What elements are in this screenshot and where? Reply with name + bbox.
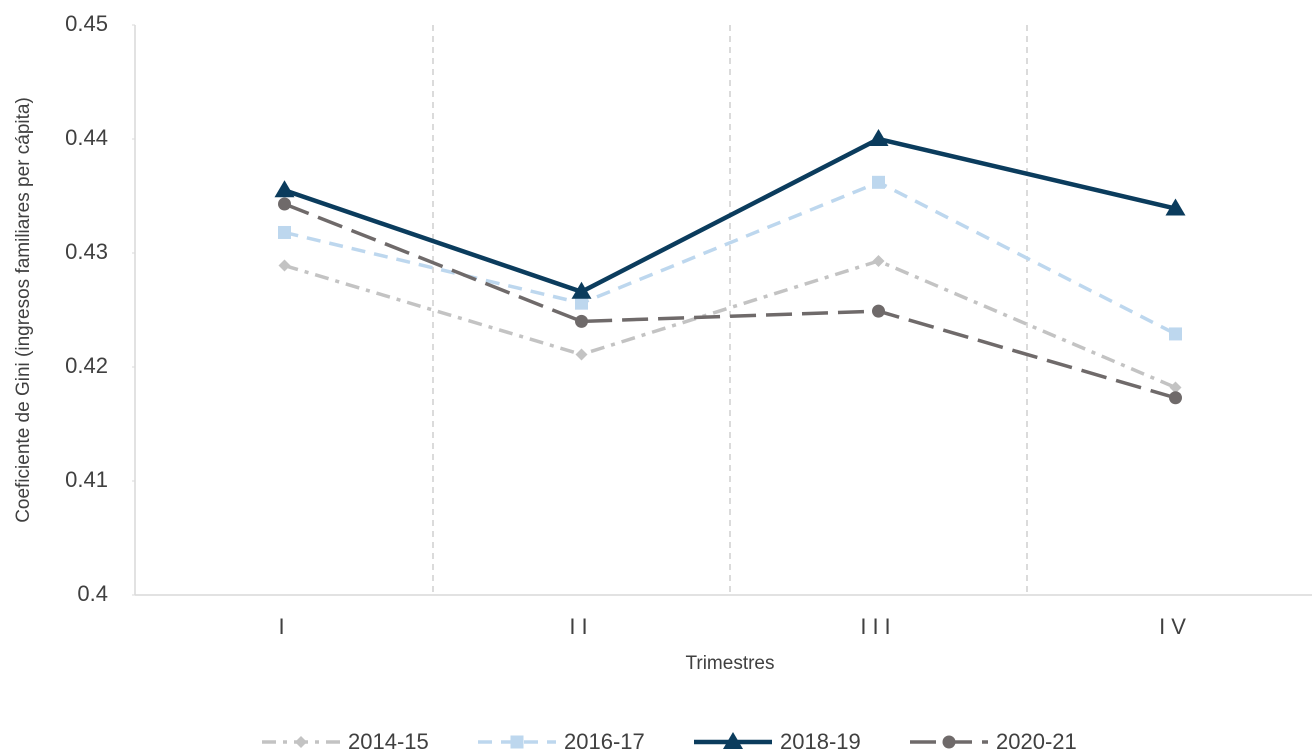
legend-marker <box>510 735 524 749</box>
y-tick-label: 0.44 <box>65 125 108 150</box>
y-tick-label: 0.43 <box>65 239 108 264</box>
data-point <box>868 129 889 146</box>
series-line <box>283 136 1177 295</box>
legend-marker <box>295 736 307 748</box>
legend-text: 2016-17 <box>564 729 645 754</box>
legend-text: 2014-15 <box>348 729 429 754</box>
data-point <box>575 314 588 328</box>
x-tick-label: II <box>569 614 593 639</box>
data-point <box>1165 198 1186 216</box>
data-point <box>278 259 291 272</box>
data-point <box>274 180 295 198</box>
legend-text: 2020-21 <box>996 729 1077 754</box>
data-point <box>575 296 588 310</box>
legend-item: 2014-15 <box>262 729 429 754</box>
data-point <box>872 175 885 189</box>
legend-item: 2020-21 <box>910 729 1077 754</box>
legend-item: 2016-17 <box>478 729 645 754</box>
data-point <box>1169 381 1182 394</box>
data-point <box>571 281 592 299</box>
data-point <box>872 304 885 318</box>
y-axis-title: Coeficiente de Gini (ingresos familiares… <box>13 97 34 523</box>
series-line <box>284 180 1177 336</box>
x-tick-label: IV <box>1159 614 1192 639</box>
data-point <box>575 348 588 361</box>
data-point <box>278 225 291 239</box>
legend-marker <box>942 735 956 749</box>
data-point <box>872 254 885 267</box>
y-tick-label: 0.4 <box>77 581 108 606</box>
data-point <box>278 197 291 211</box>
data-point <box>1169 327 1182 341</box>
y-tick-label: 0.45 <box>65 11 108 36</box>
legend-item: 2018-19 <box>694 729 861 754</box>
y-tick-label: 0.42 <box>65 353 108 378</box>
series-line <box>283 202 1176 400</box>
data-point <box>1169 391 1182 405</box>
y-tick-label: 0.41 <box>65 467 108 492</box>
x-tick-label: I <box>278 614 290 639</box>
x-axis-title: Trimestres <box>685 653 774 674</box>
legend-text: 2018-19 <box>780 729 861 754</box>
legend-marker <box>723 732 743 749</box>
x-tick-label: III <box>860 614 896 639</box>
